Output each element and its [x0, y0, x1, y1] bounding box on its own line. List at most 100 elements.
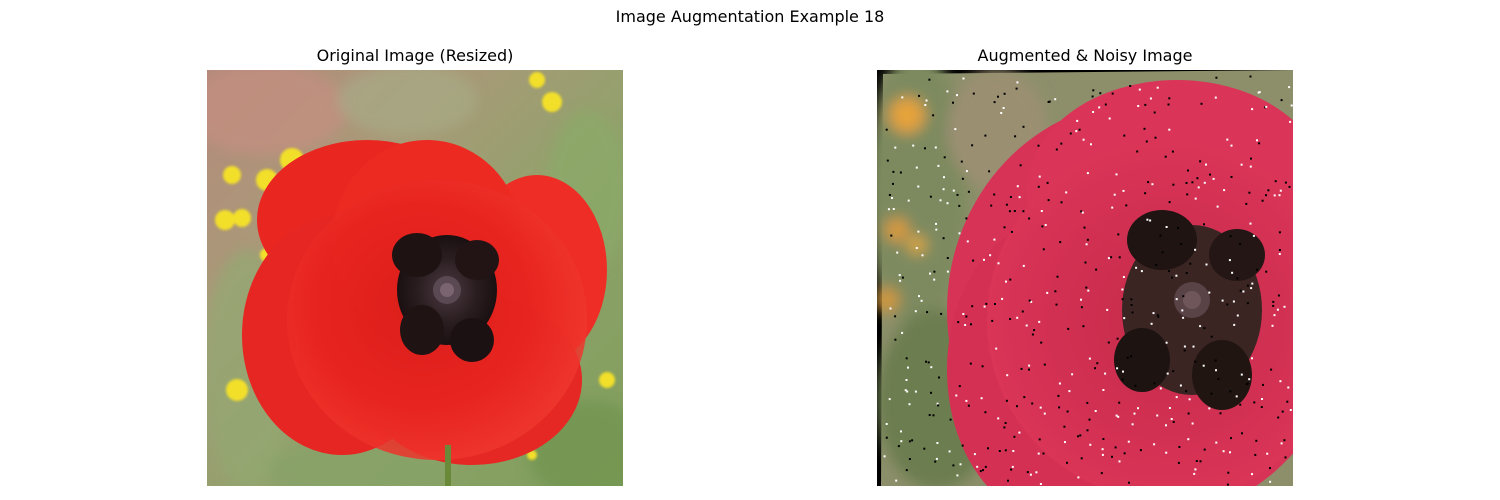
- noise-dot: [1147, 181, 1150, 184]
- noise-dot: [1030, 300, 1033, 303]
- noise-dot: [1246, 284, 1249, 287]
- noise-dot: [924, 104, 927, 106]
- noise-dot: [905, 357, 908, 360]
- noise-dot: [894, 338, 897, 341]
- noise-dot: [1194, 468, 1197, 471]
- noise-dot: [1228, 259, 1231, 262]
- noise-dot: [1111, 92, 1114, 95]
- noise-dot: [1058, 406, 1061, 409]
- noise-dot: [1077, 435, 1080, 438]
- noise-dot: [1023, 396, 1026, 399]
- noise-dot: [929, 272, 931, 275]
- noise-dot: [1016, 405, 1018, 408]
- noise-dot: [1262, 383, 1264, 386]
- noise-dot: [1222, 450, 1225, 453]
- noise-dot: [1192, 345, 1195, 348]
- noise-dot: [1194, 197, 1197, 200]
- noise-dot: [1055, 303, 1058, 306]
- noise-dot: [1138, 88, 1141, 91]
- noise-dot: [929, 195, 932, 198]
- noise-dot: [1235, 395, 1238, 398]
- noise-dot: [1208, 291, 1211, 294]
- noise-dot: [1086, 429, 1089, 432]
- noise-dot: [1171, 276, 1173, 279]
- noise-dot: [1256, 139, 1258, 142]
- noise-dot: [1130, 304, 1133, 306]
- noise-dot: [1155, 263, 1158, 266]
- noise-dot: [914, 310, 917, 313]
- noise-dot: [1253, 401, 1256, 404]
- noise-dot: [1179, 384, 1182, 387]
- noise-dot: [1099, 92, 1102, 95]
- noise-dot: [955, 394, 958, 397]
- noise-dot: [932, 114, 935, 117]
- noise-dot: [1057, 394, 1060, 397]
- poppy-photo-augmented: [877, 70, 1293, 486]
- noise-dot: [1082, 325, 1085, 328]
- noise-dot: [908, 458, 911, 460]
- noise-dot: [1156, 414, 1159, 417]
- noise-dot: [1044, 224, 1047, 226]
- noise-dot: [1251, 108, 1254, 111]
- noise-dot: [1008, 210, 1011, 213]
- noise-dot: [1194, 360, 1197, 363]
- noise-dot: [1123, 317, 1126, 320]
- noise-dot: [1226, 483, 1229, 486]
- noise-dot: [1252, 234, 1255, 237]
- noise-dot: [1041, 225, 1044, 228]
- noise-dot: [1182, 316, 1185, 319]
- noise-dot: [1039, 483, 1042, 485]
- noise-dot: [1080, 298, 1082, 301]
- noise-dot: [1131, 311, 1134, 314]
- noise-dot: [1197, 186, 1200, 189]
- noise-dot: [885, 436, 888, 439]
- noise-dot: [1199, 460, 1202, 463]
- noise-dot: [1280, 442, 1283, 445]
- noise-dot: [1168, 407, 1171, 409]
- noise-dot: [1054, 290, 1057, 293]
- noise-dot: [1000, 112, 1003, 114]
- noise-dot: [1284, 456, 1287, 459]
- noise-dot: [979, 470, 982, 473]
- noise-dot: [888, 194, 891, 196]
- noise-dot: [1187, 169, 1189, 172]
- noise-dot: [1122, 370, 1124, 373]
- noise-dot: [972, 259, 975, 262]
- noise-dot: [1239, 403, 1242, 406]
- noise-dot: [1152, 312, 1155, 315]
- noise-dot: [1042, 452, 1045, 455]
- noise-dot: [1177, 226, 1179, 229]
- noise-dot: [1003, 92, 1006, 95]
- noise-dot: [1188, 398, 1191, 401]
- noise-dot: [1028, 368, 1030, 371]
- noise-dot: [936, 402, 939, 405]
- noise-dot: [1054, 98, 1057, 101]
- noise-dot: [1025, 324, 1028, 327]
- noise-dot: [1258, 142, 1261, 145]
- augmented-image-title: Augmented & Noisy Image: [977, 46, 1193, 65]
- noise-dot: [1009, 278, 1012, 281]
- noise-dot: [1229, 390, 1232, 393]
- noise-dot: [1264, 106, 1267, 109]
- noise-dot: [1203, 223, 1205, 226]
- noise-dot: [1289, 120, 1292, 123]
- noise-dot: [1219, 412, 1222, 415]
- noise-dot: [1272, 300, 1275, 303]
- noise-dot: [1258, 91, 1261, 94]
- noise-dot: [918, 295, 920, 298]
- noise-dot: [962, 313, 965, 315]
- noise-dot: [1107, 341, 1110, 344]
- noise-dot: [930, 391, 932, 394]
- noise-dot: [1058, 382, 1061, 385]
- noise-dot: [1183, 349, 1186, 352]
- noise-dot: [1150, 322, 1153, 325]
- noise-dot: [1175, 298, 1178, 301]
- noise-dot: [1055, 148, 1058, 151]
- noise-dot: [1191, 422, 1194, 425]
- noise-dot: [1139, 449, 1142, 452]
- noise-dot: [1279, 380, 1282, 383]
- noise-dot: [1182, 295, 1185, 298]
- noise-dot: [1255, 439, 1258, 442]
- noise-dot: [911, 439, 914, 442]
- noise-dot: [965, 315, 968, 318]
